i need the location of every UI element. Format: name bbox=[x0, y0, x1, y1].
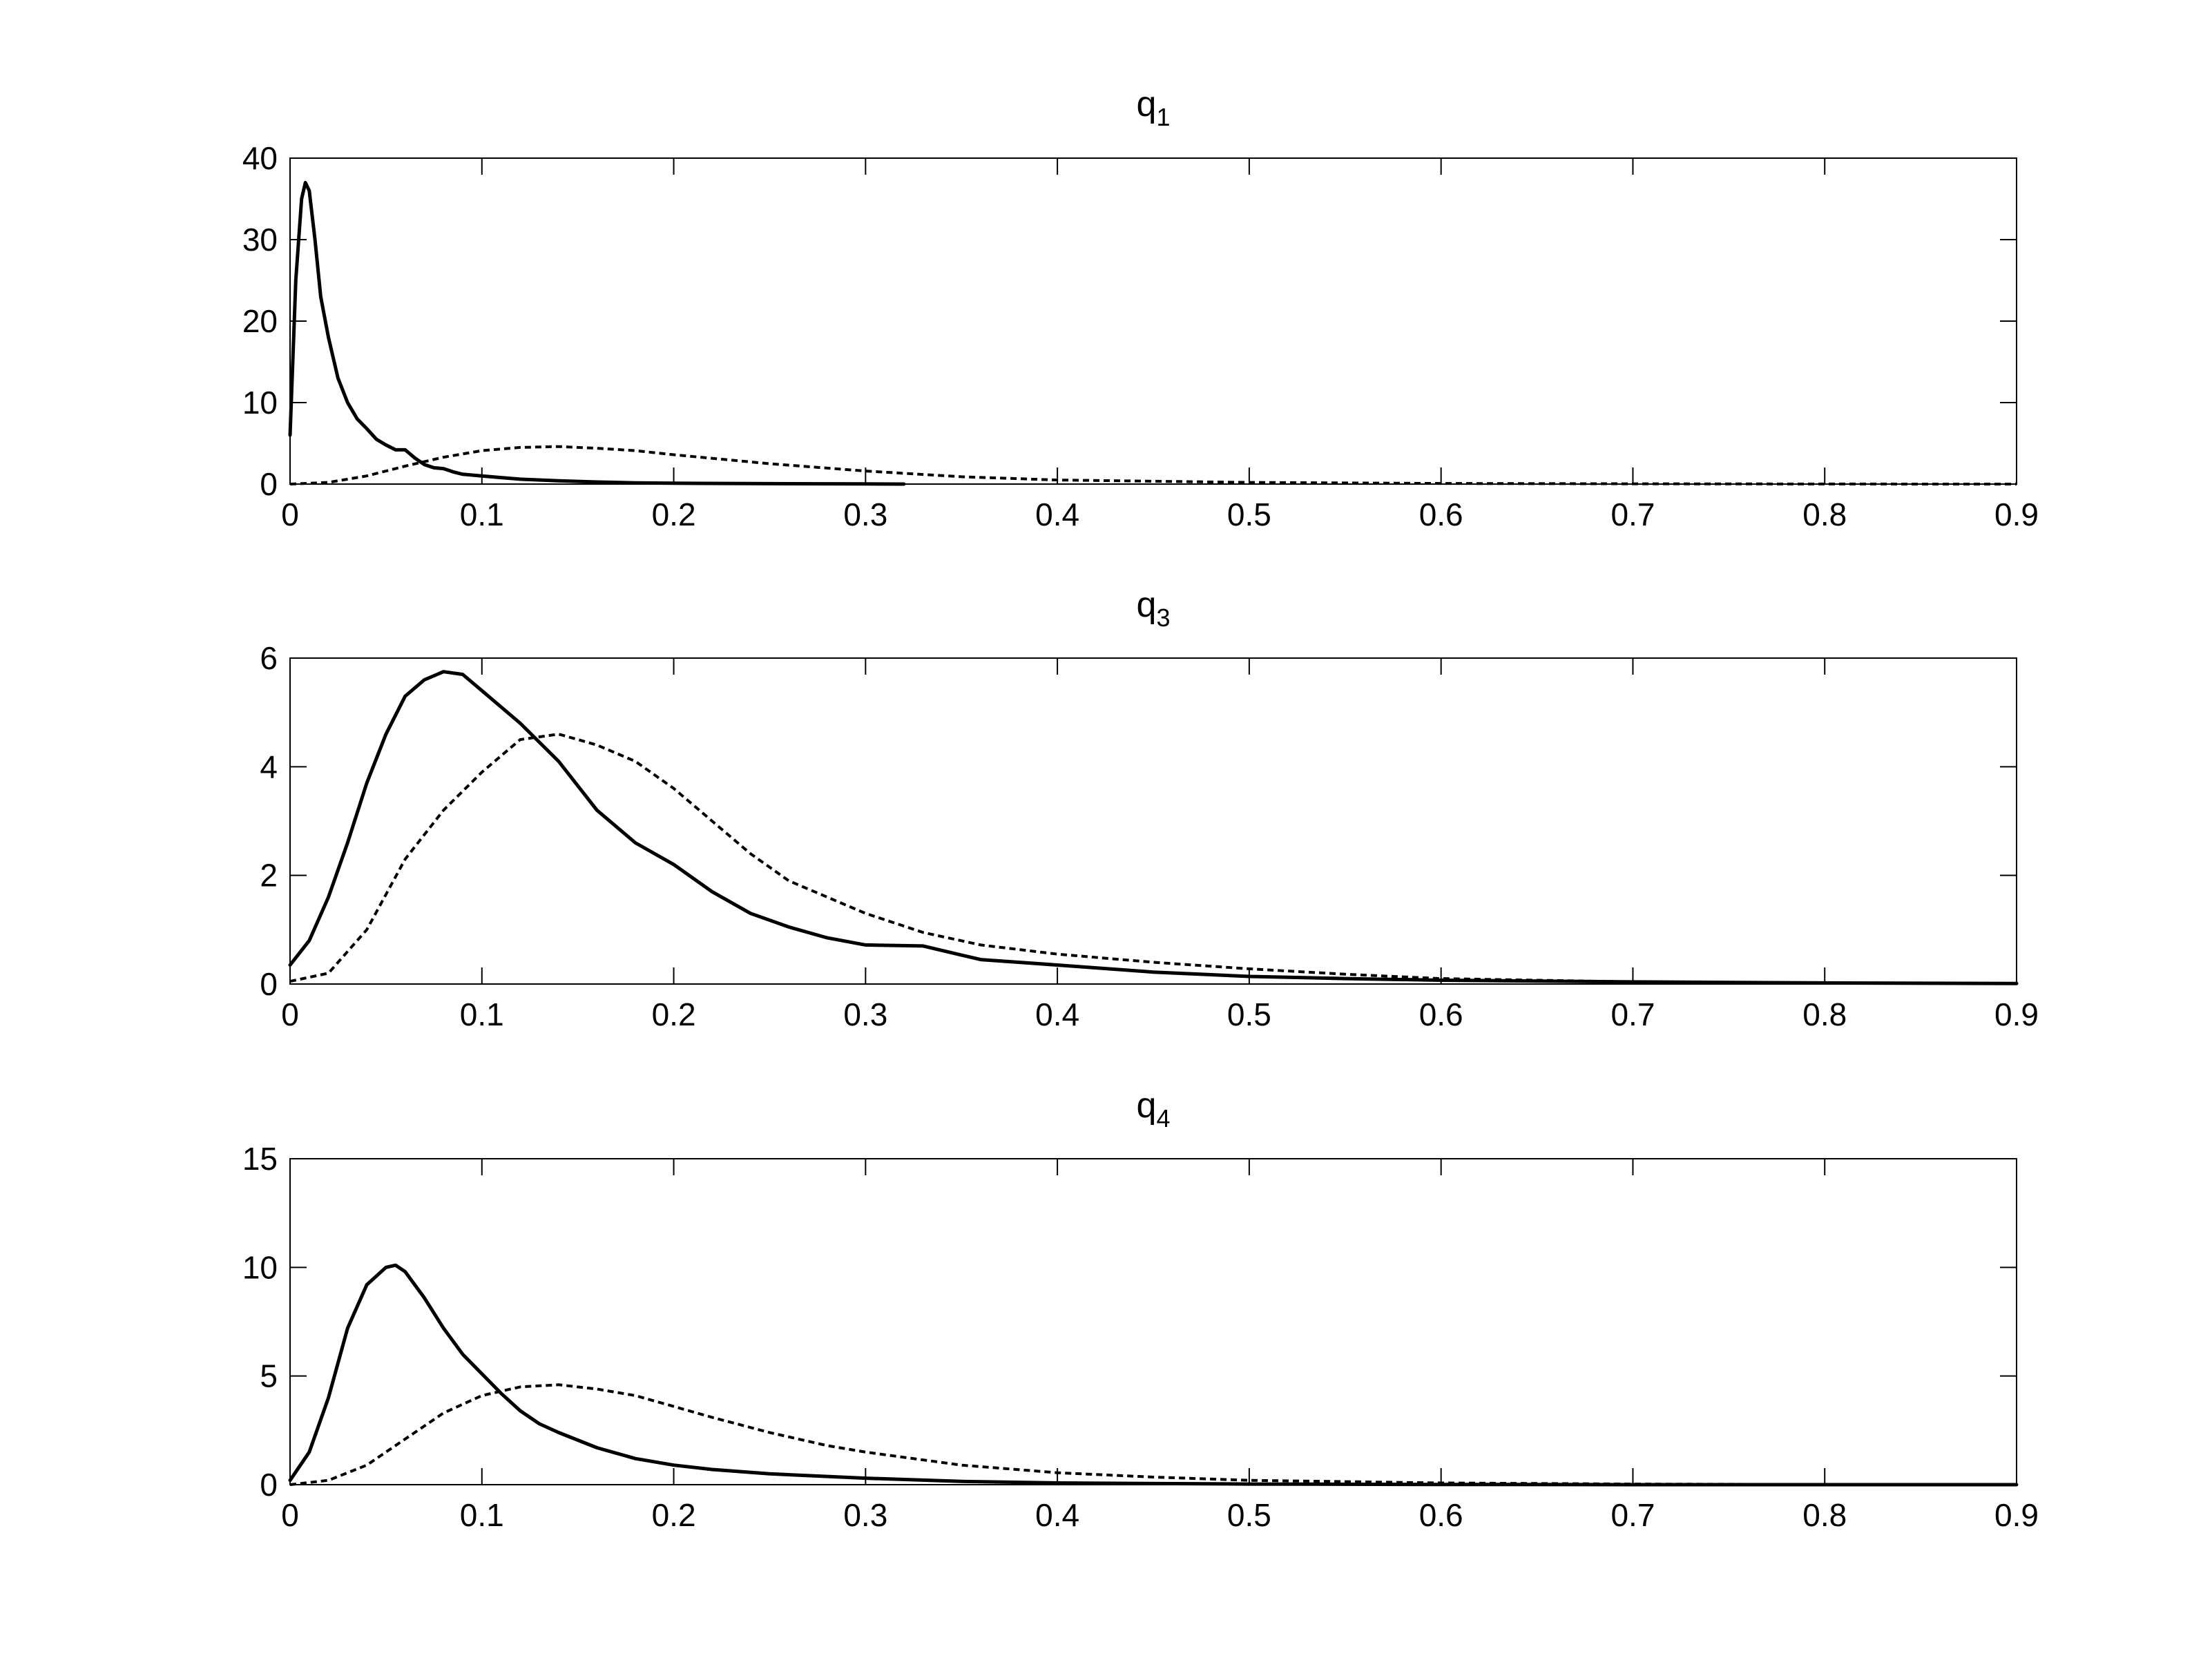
axes-box bbox=[289, 157, 2017, 485]
x-tick-label: 0.1 bbox=[460, 996, 504, 1032]
x-tick-label: 0.8 bbox=[1802, 996, 1847, 1032]
title-subscript: 1 bbox=[1156, 103, 1170, 131]
subplot-title: q4 bbox=[1137, 1086, 1171, 1132]
x-tick-label: 0.8 bbox=[1802, 497, 1847, 532]
x-tick-label: 0.2 bbox=[652, 1497, 696, 1533]
y-tick-label: 30 bbox=[242, 222, 278, 258]
subplot-3: q4 0 0.1 0.2 0.3 0.4 0.5 0.6 0.7 0.8 0.9 0 5 10 15 bbox=[242, 1086, 2039, 1533]
y-tick-label: 5 bbox=[260, 1358, 278, 1394]
y-tick-label: 20 bbox=[242, 303, 278, 339]
x-tick-label: 0.1 bbox=[460, 1497, 504, 1533]
title-base: q bbox=[1137, 1086, 1157, 1126]
x-tick-label: 0.3 bbox=[843, 996, 887, 1032]
x-tick-label: 0 bbox=[281, 1497, 299, 1533]
x-tick-label: 0 bbox=[281, 996, 299, 1032]
y-tick-label: 10 bbox=[242, 1249, 278, 1285]
x-tick-label: 0.1 bbox=[460, 497, 504, 532]
series-line-dashed bbox=[289, 733, 2017, 985]
x-tick-label: 0.7 bbox=[1610, 996, 1655, 1032]
subplot-2: q3 0 0.1 0.2 0.3 0.4 0.5 0.6 0.7 0.8 0.9 0 2 4 6 bbox=[260, 585, 2039, 1032]
y-tick-label: 2 bbox=[260, 858, 278, 894]
x-tick-label: 0.3 bbox=[843, 1497, 887, 1533]
title-subscript: 4 bbox=[1156, 1104, 1170, 1132]
subplot-title: q1 bbox=[1137, 84, 1171, 131]
y-tick-label: 10 bbox=[242, 385, 278, 421]
series-line-dashed bbox=[289, 1383, 2017, 1486]
x-tick-label: 0.5 bbox=[1227, 497, 1271, 532]
x-tick-label: 0.4 bbox=[1035, 996, 1079, 1032]
y-tick-label: 15 bbox=[242, 1141, 278, 1177]
series-line-dashed bbox=[289, 445, 2017, 485]
x-tick-label: 0.9 bbox=[1994, 996, 2039, 1032]
y-tick-label: 40 bbox=[242, 140, 278, 176]
x-tick-label: 0.6 bbox=[1419, 1497, 1463, 1533]
x-tick-label: 0.7 bbox=[1610, 497, 1655, 532]
x-tick-label: 0.4 bbox=[1035, 497, 1079, 532]
x-tick-label: 0 bbox=[281, 497, 299, 532]
y-tick-label: 4 bbox=[260, 749, 278, 784]
x-tick-label: 0.5 bbox=[1227, 1497, 1271, 1533]
y-tick-label: 0 bbox=[260, 1467, 278, 1503]
x-tick-label: 0.7 bbox=[1610, 1497, 1655, 1533]
x-tick-label: 0.9 bbox=[1994, 497, 2039, 532]
x-tick-label: 0.2 bbox=[652, 497, 696, 532]
x-tick-label: 0.6 bbox=[1419, 996, 1463, 1032]
series-line-solid bbox=[288, 1263, 2019, 1487]
x-tick-label: 0.2 bbox=[652, 996, 696, 1032]
x-tick-label: 0.6 bbox=[1419, 497, 1463, 532]
x-tick-label: 0.9 bbox=[1994, 1497, 2039, 1533]
x-tick-label: 0.5 bbox=[1227, 996, 1271, 1032]
series-line-solid bbox=[288, 670, 2019, 985]
axes-box bbox=[289, 1158, 2017, 1485]
x-tick-label: 0.8 bbox=[1802, 1497, 1847, 1533]
y-tick-label: 6 bbox=[260, 640, 278, 676]
y-tick-label: 0 bbox=[260, 466, 278, 502]
axes-box bbox=[289, 657, 2017, 985]
subplot-title: q3 bbox=[1137, 585, 1171, 632]
title-base: q bbox=[1137, 585, 1157, 625]
x-tick-label: 0.3 bbox=[843, 497, 887, 532]
series-line-solid bbox=[288, 180, 906, 486]
title-base: q bbox=[1137, 84, 1157, 124]
title-subscript: 3 bbox=[1156, 604, 1170, 632]
x-tick-label: 0.4 bbox=[1035, 1497, 1079, 1533]
y-tick-label: 0 bbox=[260, 966, 278, 1002]
